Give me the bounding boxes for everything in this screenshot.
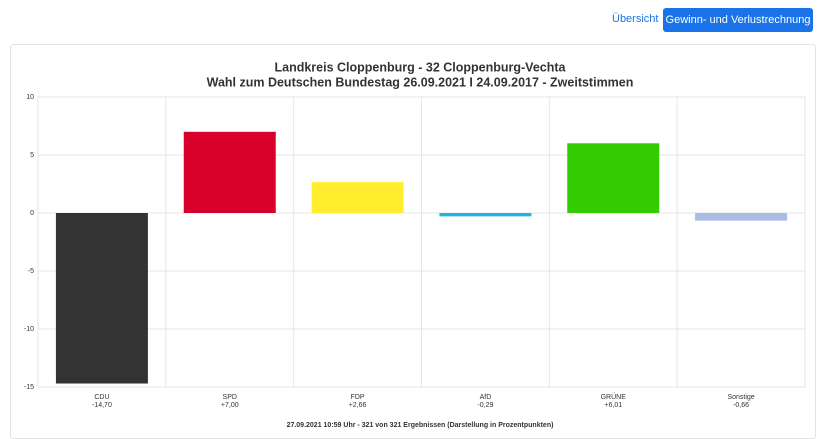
bar bbox=[311, 182, 404, 213]
x-tick-label: CDU bbox=[94, 394, 109, 401]
footnote: 27.09.2021 10:59 Uhr - 321 von 321 Ergeb… bbox=[287, 422, 554, 429]
y-tick-label: -5 bbox=[28, 268, 34, 275]
bar bbox=[439, 213, 532, 217]
x-tick-label: GRÜNE bbox=[601, 393, 627, 401]
x-tick-label: AfD bbox=[480, 394, 492, 401]
value-label: +7,00 bbox=[221, 402, 239, 409]
y-tick-label: 10 bbox=[26, 94, 34, 101]
bar bbox=[183, 131, 276, 213]
bar bbox=[695, 213, 788, 221]
y-tick-label: 0 bbox=[30, 210, 34, 217]
y-tick-label: 5 bbox=[30, 152, 34, 159]
value-label: -0,66 bbox=[733, 402, 749, 409]
x-tick-label: SPD bbox=[223, 394, 237, 401]
chart-title: Landkreis Cloppenburg - 32 Cloppenburg-V… bbox=[274, 60, 566, 74]
y-tick-label: -10 bbox=[24, 326, 34, 333]
bar bbox=[567, 143, 660, 213]
value-label: +2,66 bbox=[349, 402, 367, 409]
x-tick-label: Sonstige bbox=[727, 394, 754, 401]
value-label: +6,01 bbox=[604, 402, 622, 409]
overview-link[interactable]: Übersicht bbox=[612, 13, 659, 25]
x-tick-label: FDP bbox=[351, 394, 365, 401]
y-tick-label: -15 bbox=[24, 384, 34, 391]
bar bbox=[55, 213, 148, 384]
value-label: -0,29 bbox=[477, 402, 493, 409]
value-label: -14,70 bbox=[92, 402, 112, 409]
chart-subtitle: Wahl zum Deutschen Bundestag 26.09.2021 … bbox=[207, 75, 634, 89]
pl-button[interactable]: Gewinn- und Verlustrechnung bbox=[663, 8, 813, 32]
